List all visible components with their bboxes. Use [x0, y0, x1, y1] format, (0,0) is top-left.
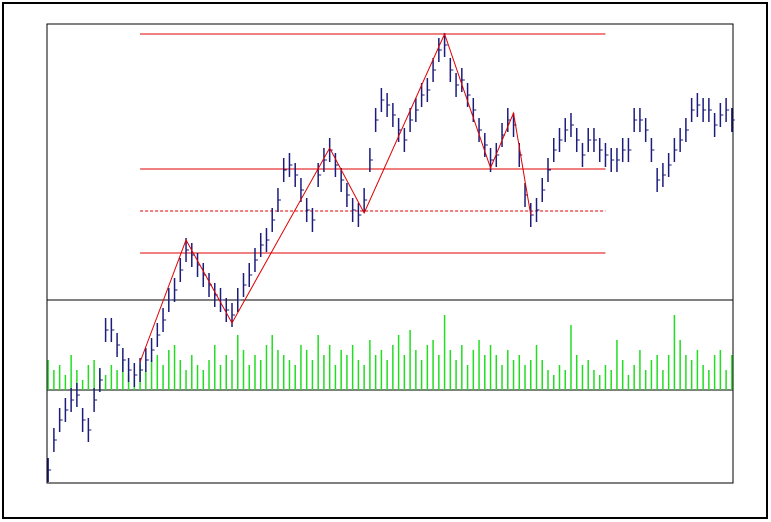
zigzag-line	[139, 32, 532, 363]
plot-frame	[46, 23, 734, 484]
